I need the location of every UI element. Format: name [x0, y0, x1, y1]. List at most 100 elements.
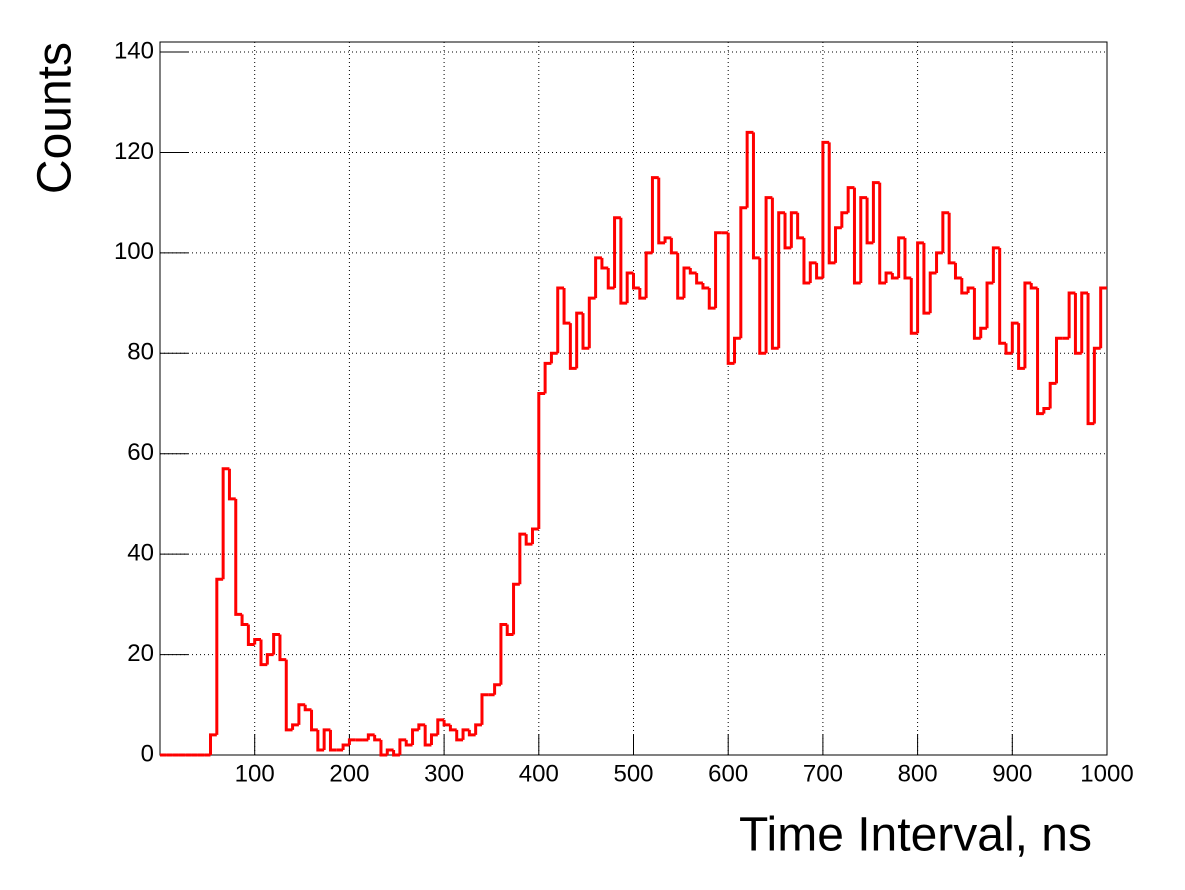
histogram-bin: [316, 729, 325, 752]
histogram-bin: [657, 177, 666, 245]
histogram-bin: [524, 534, 533, 546]
histogram-bin: [827, 142, 836, 265]
x-tick-label: 300: [424, 760, 464, 787]
histogram-bin: [846, 186, 855, 213]
histogram-bin: [764, 196, 773, 354]
histogram-bin: [878, 182, 887, 285]
histogram-bin: [297, 703, 306, 725]
histogram-bin: [328, 729, 337, 752]
histogram-bin: [341, 743, 350, 750]
histogram-bin: [518, 532, 527, 585]
histogram-bin: [246, 624, 255, 647]
histogram-bin: [240, 614, 249, 626]
histogram-bin: [549, 351, 558, 364]
histogram-bin: [221, 467, 230, 580]
histogram-bin: [442, 719, 451, 727]
histogram-bin: [310, 709, 318, 732]
histogram-bin: [253, 638, 262, 645]
histogram-bin: [1036, 288, 1044, 416]
histogram-bin: [322, 728, 331, 750]
histogram-bin: [455, 729, 464, 742]
histogram-bin: [1073, 293, 1082, 355]
histogram-bin: [676, 252, 685, 300]
y-tick-label: 40: [127, 539, 154, 566]
y-tick-label: 0: [141, 740, 154, 767]
histogram-bin: [935, 251, 943, 273]
histogram-bin: [209, 733, 217, 755]
histogram-bin: [852, 187, 861, 285]
histogram-bin: [941, 211, 950, 253]
histogram-bin: [1055, 336, 1063, 384]
x-tick-label: 600: [708, 760, 748, 787]
histogram-bin: [916, 241, 924, 334]
histogram-bin: [632, 272, 640, 290]
histogram-bin: [859, 196, 868, 284]
histogram-bin: [972, 288, 981, 340]
histogram-bin: [291, 723, 299, 730]
histogram-bin: [417, 723, 426, 730]
histogram-bin: [815, 262, 823, 280]
histogram-bin: [512, 582, 520, 635]
histogram-bin: [625, 271, 634, 304]
histogram-bin: [985, 281, 994, 329]
x-tick-label: 500: [613, 760, 653, 787]
histogram-bin: [777, 211, 786, 349]
histogram-bin: [613, 216, 621, 289]
histogram-bin: [707, 288, 716, 310]
y-tick-label: 20: [127, 640, 154, 667]
histogram-bin: [783, 212, 792, 250]
histogram-bin: [865, 197, 874, 245]
histogram-bin: [1080, 291, 1089, 354]
histogram-bin: [1017, 323, 1025, 370]
histogram-bin: [1086, 293, 1095, 426]
x-tick-label: 200: [329, 760, 369, 787]
histogram-bin: [619, 217, 628, 305]
histogram-bin: [796, 212, 804, 240]
histogram-bin: [1067, 291, 1076, 339]
y-tick-label: 140: [114, 37, 154, 64]
histogram-bin: [947, 212, 956, 265]
histogram-bin: [587, 296, 596, 349]
histogram-bin: [575, 311, 583, 369]
histogram-bin: [726, 232, 735, 365]
x-tick-label: 700: [803, 760, 843, 787]
histogram-bin: [499, 622, 508, 685]
histogram-bin: [688, 267, 697, 275]
histogram-bin: [789, 211, 798, 248]
histogram-bin: [366, 733, 375, 740]
histogram-bin: [714, 231, 722, 309]
histogram-bin: [960, 277, 969, 295]
histogram-bin: [594, 256, 602, 299]
histogram-bin: [1004, 343, 1013, 355]
histogram-bin: [1029, 283, 1038, 290]
histogram-bin: [758, 257, 767, 355]
histogram-bin: [234, 498, 243, 616]
histogram-bin: [802, 237, 811, 285]
histogram-bin: [272, 632, 280, 655]
x-tick-label: 900: [992, 760, 1032, 787]
histogram-bin: [436, 718, 445, 735]
histogram-bin: [1048, 381, 1057, 409]
histogram-bin: [493, 683, 501, 695]
histogram-bin: [505, 624, 514, 636]
histogram-bin: [385, 748, 394, 755]
histogram-bin: [701, 283, 710, 290]
histogram-bin: [227, 468, 236, 501]
histogram-bin: [1042, 407, 1051, 414]
histogram-bin: [979, 326, 988, 339]
histogram-bin: [215, 577, 224, 735]
histogram-bin: [606, 267, 615, 290]
histogram-bin: [770, 197, 779, 350]
histogram-bin: [821, 140, 830, 278]
histogram-bin: [265, 653, 274, 665]
histogram-bin: [1099, 286, 1107, 349]
histogram-bin: [259, 639, 268, 667]
x-tick-label: 800: [898, 760, 938, 787]
histogram-bin: [284, 659, 293, 732]
histogram-bin: [392, 749, 400, 757]
histogram-bin: [581, 313, 590, 350]
histogram-bin: [751, 132, 760, 260]
x-tick-label: 400: [519, 760, 559, 787]
histogram-bin: [808, 261, 817, 284]
y-tick-label: 80: [127, 339, 154, 366]
